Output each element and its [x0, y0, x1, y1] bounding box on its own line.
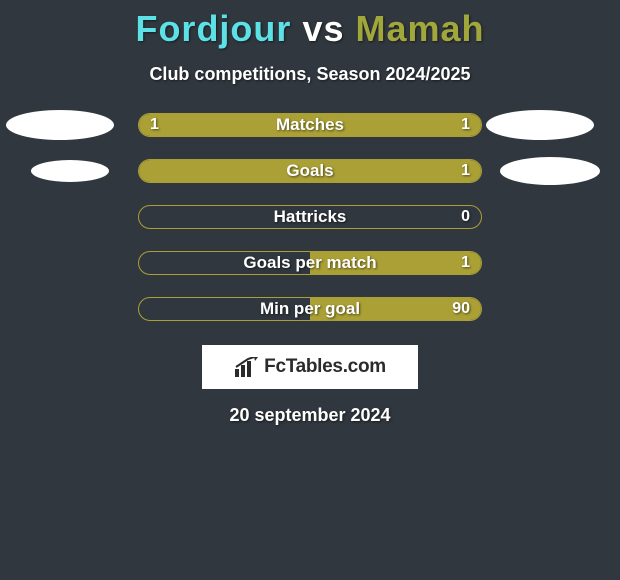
player-ellipse-left	[31, 160, 109, 182]
brand-chart-icon	[234, 357, 258, 377]
page-title: Fordjour vs Mamah	[0, 0, 620, 50]
player-ellipse-right	[500, 157, 600, 185]
title-vs: vs	[302, 8, 344, 49]
stat-row: 0 Hattricks	[0, 205, 620, 229]
stat-row: 1 Goals per match	[0, 251, 620, 275]
date-text: 20 september 2024	[0, 405, 620, 426]
stat-label: Hattricks	[274, 207, 347, 227]
stat-row: 90 Min per goal	[0, 297, 620, 321]
stat-label: Goals per match	[243, 253, 376, 273]
stat-value-right: 1	[461, 116, 470, 134]
brand-text: FcTables.com	[264, 356, 386, 378]
stat-label: Goals	[286, 161, 333, 181]
stat-value-right: 1	[461, 162, 470, 180]
stat-value-right: 90	[452, 300, 470, 318]
title-player1: Fordjour	[135, 8, 291, 49]
title-player2: Mamah	[356, 8, 485, 49]
brand-box: FcTables.com	[202, 345, 418, 389]
stat-row: 1 1 Matches	[0, 113, 620, 137]
comparison-rows: 1 1 Matches 1 Goals 0 Hattricks 1 Goals per matc…	[0, 113, 620, 321]
stat-label: Matches	[276, 115, 344, 135]
player-ellipse-left	[6, 110, 114, 140]
player-ellipse-right	[486, 110, 594, 140]
subtitle: Club competitions, Season 2024/2025	[0, 64, 620, 85]
stat-label: Min per goal	[260, 299, 360, 319]
stat-value-left: 1	[150, 116, 159, 134]
stat-value-right: 0	[461, 208, 470, 226]
stat-value-right: 1	[461, 254, 470, 272]
stat-row: 1 Goals	[0, 159, 620, 183]
